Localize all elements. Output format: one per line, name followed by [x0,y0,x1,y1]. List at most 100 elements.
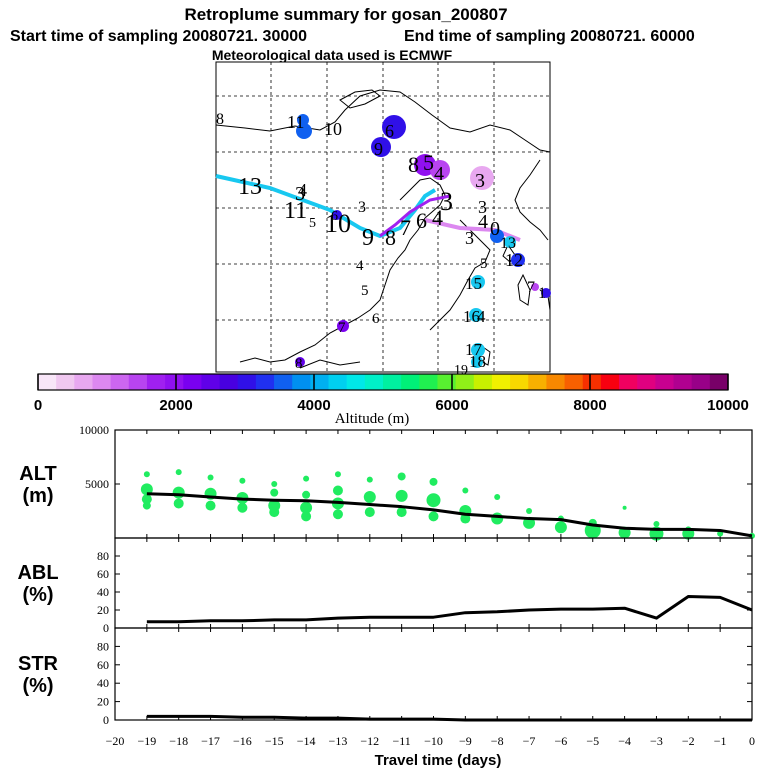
track-label: 4 [434,163,444,185]
plume-circle [471,356,483,368]
track-label: 3 [475,170,485,192]
colorbar-cell [437,374,457,390]
plume-circle [471,275,485,289]
track-label: 3 [295,183,305,205]
colorbar-cell [510,374,529,390]
colorbar-tick-label: 8000 [573,397,606,414]
x-tick-label: −5 [586,734,599,748]
track-label: 4 [478,211,488,233]
x-tick-label: −17 [201,734,220,748]
colorbar-cell [528,374,547,390]
track-label: 8 [408,152,419,177]
track-label: 4 [432,205,443,230]
track-label: 10 [324,119,342,139]
track-label: 7 [400,215,411,240]
altitude-point [237,502,248,513]
colorbar-tick-label: 4000 [297,397,330,414]
colorbar-cell [92,374,112,390]
y-tick-label: 60 [97,658,109,672]
track-label: 4 [477,307,486,326]
plume-circle [371,137,391,157]
colorbar-cell [491,374,511,390]
altitude-point [141,494,152,505]
end-time-label: End time of sampling 20080721. 60000 [404,28,695,45]
colorbar-cell [691,374,711,390]
panel-str: 0 20 40 60 80 STR(%) [18,627,753,727]
track-label: 6 [385,121,394,141]
altitude-point [175,469,182,476]
colorbar-tick-label: 2000 [159,397,192,414]
altitude-point [366,476,373,483]
trajectory-map: 13 3 4 11 10 9 8 7 6 4 3 3 4 0 3 3 6 9 1… [215,61,551,378]
colorbar-title: Altitude (m) [335,411,410,427]
track-label: 10 [325,209,351,238]
track-label: 15 [465,274,482,293]
track-label: 3 [478,197,487,217]
x-tick-label: −4 [618,734,631,748]
alt-series-line [146,492,753,538]
colorbar-tick-label: 10000 [707,397,749,414]
altitude-point [526,508,533,514]
y-tick-label: 10000 [79,423,109,437]
track-label: 1 [538,285,546,302]
track-label: 9 [362,225,374,251]
track-label: 8 [295,356,303,372]
track-labels: 13 3 4 11 10 9 8 7 6 4 3 3 4 0 3 3 6 9 1… [216,111,546,378]
colorbar-cell [165,374,184,390]
y-tick-label: 60 [97,567,109,581]
plume-circle [295,357,305,367]
altitude-point [653,520,660,527]
colorbar-cell [310,374,330,390]
y-tick-label: 5000 [85,477,109,491]
y-tick-label: 80 [97,549,109,563]
track-label: 7 [527,279,535,296]
colorbar-cell [38,374,57,390]
altitude-point [270,488,279,497]
altitude-point [301,511,312,522]
start-time-label: Start time of sampling 20080721. 30000 [10,28,307,45]
track-label: 18 [469,352,486,371]
colorbar-cell [110,374,130,390]
track-label: 11 [284,198,307,224]
altitude-point [363,490,376,503]
plume-circle [511,253,525,267]
colorbar-cell [637,374,656,390]
colorbar-cell [183,374,202,390]
colorbar-cell [673,374,693,390]
plume-circle [470,166,494,190]
y-axis-unit: (m) [22,485,53,507]
plume-circle [541,288,551,298]
colorbar-cell [619,374,638,390]
x-tick-label: −18 [169,734,188,748]
plume-circle [337,320,349,332]
track-label: 3 [440,187,453,216]
colorbar-cell [600,374,620,390]
plume-circle [490,229,504,243]
x-tick-label: −13 [329,734,348,748]
altitude-point [142,501,151,510]
track-label: 11 [287,112,304,132]
plume-circle [531,283,539,291]
panel-abl: 0 20 40 60 80 ABL(%) [17,537,753,635]
y-tick-label: 20 [97,603,109,617]
colorbar-cell [255,374,275,390]
colorbar-cell [146,374,166,390]
colorbar-cell [74,374,93,390]
colorbar-cell [419,374,438,390]
x-tick-label: −15 [265,734,284,748]
track-label: 3 [358,199,366,216]
altitude-point [397,472,406,481]
altitude-point [462,487,469,494]
altitude-point [429,477,438,486]
track-label: 5 [423,150,434,175]
plume-circle [471,343,485,357]
track-label: 5 [309,216,316,231]
altitude-point [494,493,501,500]
x-tick-label: −7 [523,734,536,748]
plume-circle [469,308,483,322]
track-label: 6 [372,311,380,327]
abl-series-line [146,595,753,624]
altitude-colorbar: 0 2000 4000 6000 8000 10000 Altitude (m) [34,373,749,427]
altitude-point [143,471,150,478]
